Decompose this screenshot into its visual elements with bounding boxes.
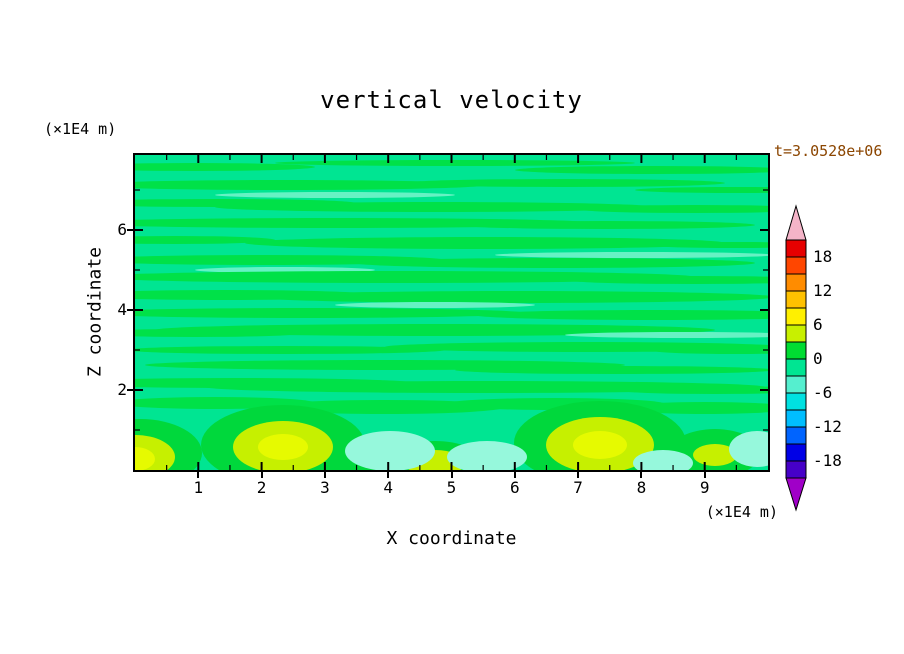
velocity-streak xyxy=(405,179,725,187)
velocity-streak xyxy=(255,291,768,303)
y-axis-outer-tick xyxy=(127,229,133,231)
x-axis-unit-label: (×1E4 m) xyxy=(705,503,778,521)
colorbar-segment xyxy=(785,341,807,360)
velocity-streak xyxy=(455,366,768,374)
velocity-streak xyxy=(245,237,725,249)
y-tick-label: 2 xyxy=(117,380,127,399)
velocity-streak xyxy=(215,192,455,198)
colorbar-segment xyxy=(785,290,807,309)
x-axis-outer-tick xyxy=(323,472,326,478)
colorbar-segment xyxy=(785,443,807,462)
x-axis-outer-tick xyxy=(450,472,453,478)
x-axis-outer-tick xyxy=(387,472,390,478)
velocity-streak xyxy=(135,271,695,283)
colorbar-segment xyxy=(785,273,807,292)
colorbar-arrow-top xyxy=(785,204,807,241)
colorbar-label: -6 xyxy=(813,383,833,402)
velocity-blob xyxy=(573,431,627,459)
velocity-streak xyxy=(215,202,655,212)
x-tick-label: 3 xyxy=(320,478,330,497)
velocity-blob xyxy=(729,431,768,467)
velocity-streak xyxy=(575,205,768,213)
colorbar-segment xyxy=(785,324,807,343)
x-tick-label: 1 xyxy=(193,478,204,497)
x-axis-outer-tick xyxy=(513,472,516,478)
colorbar-segment xyxy=(785,239,807,258)
contour-field xyxy=(135,155,768,470)
plot-title: vertical velocity xyxy=(320,86,583,114)
velocity-blob xyxy=(258,434,308,460)
velocity-blob xyxy=(447,441,527,470)
colorbar-segment xyxy=(785,375,807,394)
velocity-streak xyxy=(275,160,635,166)
colorbar xyxy=(785,204,807,512)
velocity-streak xyxy=(335,302,535,308)
velocity-streak xyxy=(135,346,445,354)
x-tick-label: 7 xyxy=(573,478,583,497)
velocity-streak xyxy=(265,400,505,414)
colorbar-label: 0 xyxy=(813,349,823,368)
y-axis-outer-tick xyxy=(127,389,133,391)
velocity-streak xyxy=(135,180,485,190)
velocity-streak xyxy=(135,163,315,171)
velocity-streak xyxy=(655,348,768,354)
colorbar-label: -18 xyxy=(813,451,842,470)
colorbar-label: 12 xyxy=(813,281,833,300)
velocity-blob xyxy=(693,444,737,466)
velocity-streak xyxy=(515,166,768,174)
velocity-blob xyxy=(633,450,693,470)
colorbar-segment xyxy=(785,426,807,445)
colorbar-segment xyxy=(785,256,807,275)
x-axis-outer-tick xyxy=(197,472,200,478)
time-annotation: t=3.0528e+06 xyxy=(774,142,883,160)
x-tick-label: 9 xyxy=(699,478,710,497)
x-axis-outer-tick xyxy=(703,472,706,478)
y-axis-outer-tick xyxy=(127,309,133,311)
colorbar-segment xyxy=(785,307,807,326)
x-axis-outer-tick xyxy=(577,472,580,478)
x-tick-label: 6 xyxy=(509,478,520,497)
velocity-blob xyxy=(135,447,155,470)
x-tick-label: 4 xyxy=(383,478,393,497)
velocity-streak xyxy=(135,236,275,244)
velocity-streak xyxy=(565,332,768,338)
x-axis-outer-tick xyxy=(260,472,263,478)
colorbar-label: 6 xyxy=(813,315,823,334)
velocity-streak xyxy=(475,310,768,320)
colorbar-label: -12 xyxy=(813,417,842,436)
x-tick-label: 5 xyxy=(446,478,457,497)
colorbar-segment xyxy=(785,409,807,428)
colorbar-segment xyxy=(785,358,807,377)
velocity-streak xyxy=(635,187,768,193)
plot-area xyxy=(133,153,770,472)
colorbar-segment xyxy=(785,460,807,479)
x-axis-outer-tick xyxy=(640,472,643,478)
x-tick-label: 8 xyxy=(636,478,647,497)
velocity-streak xyxy=(135,329,305,337)
velocity-streak xyxy=(615,386,768,394)
colorbar-arrow-bottom xyxy=(785,477,807,512)
x-tick-label: 2 xyxy=(256,478,267,497)
velocity-streak xyxy=(565,276,768,284)
velocity-streak xyxy=(455,221,755,229)
colorbar-segment xyxy=(785,392,807,411)
velocity-streak xyxy=(355,258,755,268)
velocity-streak xyxy=(645,242,768,248)
y-tick-label: 4 xyxy=(117,300,127,319)
y-axis-unit-label: (×1E4 m) xyxy=(44,120,117,138)
velocity-streak xyxy=(135,308,525,318)
velocity-streak xyxy=(495,252,768,258)
colorbar-label: 18 xyxy=(813,247,833,266)
velocity-blob xyxy=(345,431,435,470)
x-axis-title: X coordinate xyxy=(386,528,517,549)
y-tick-label: 6 xyxy=(117,220,127,239)
